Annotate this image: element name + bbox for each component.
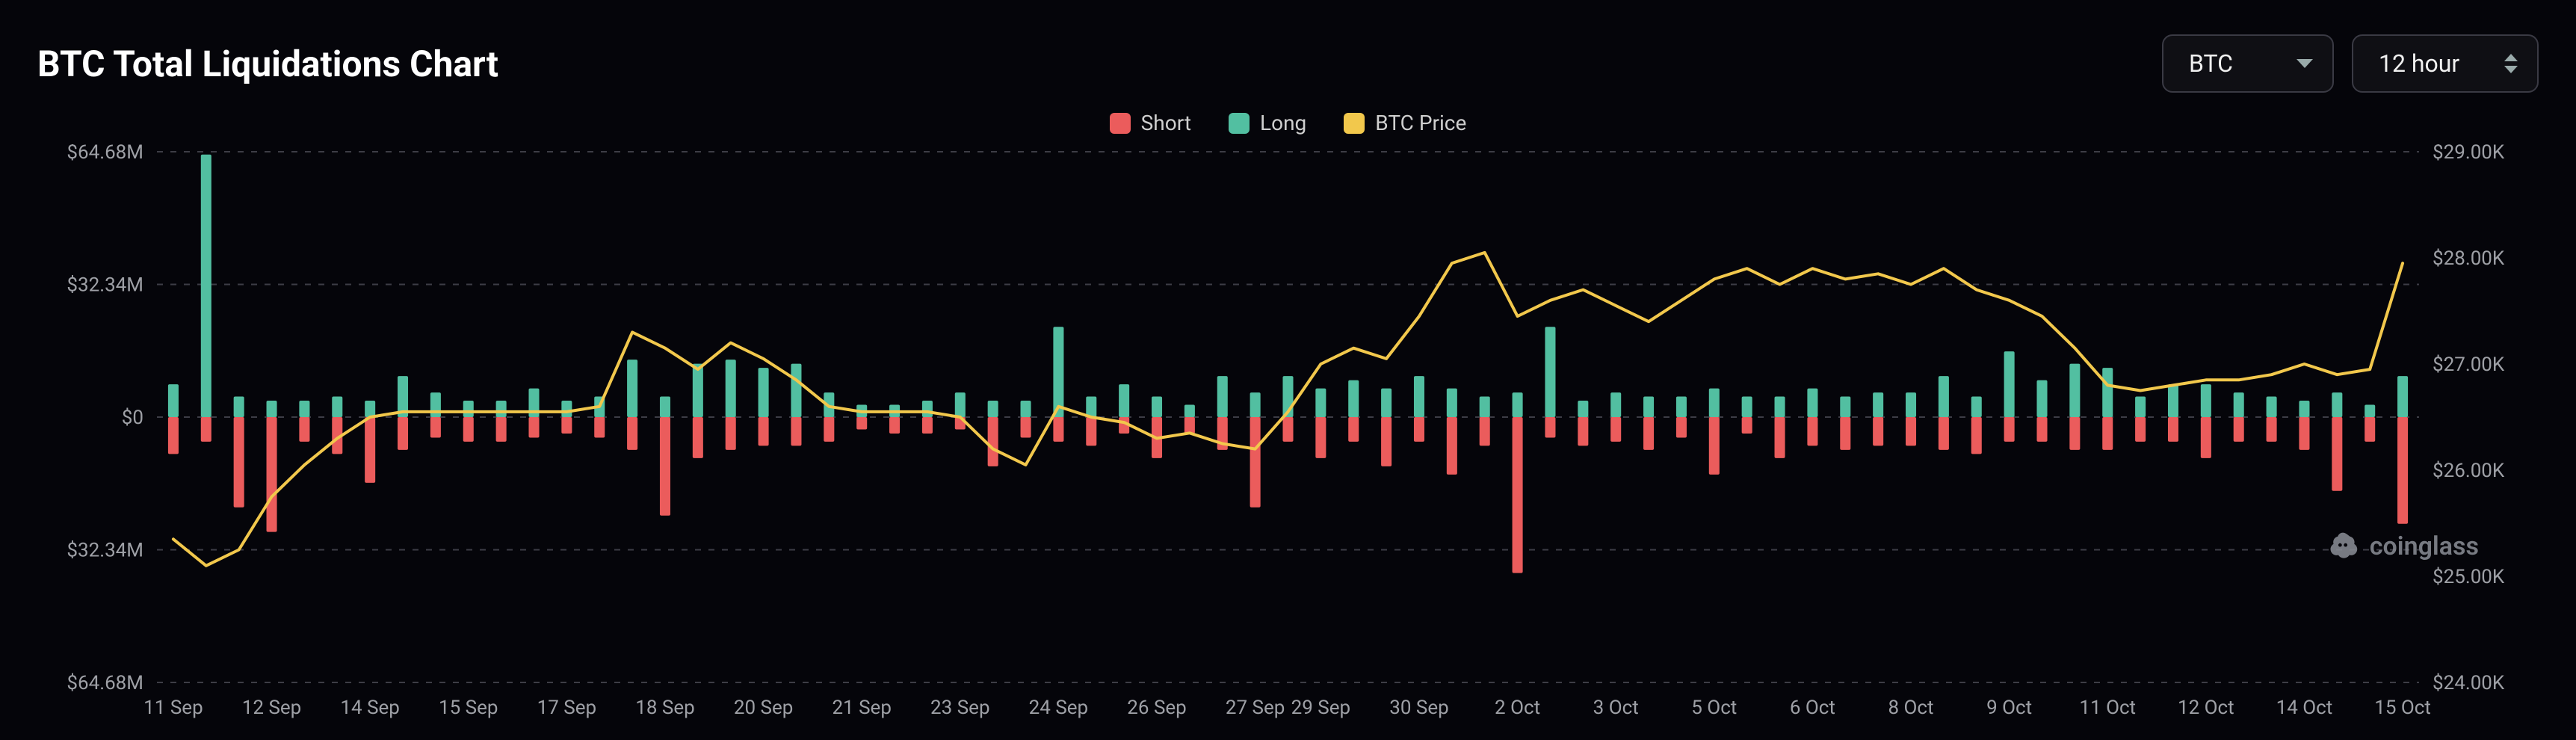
sort-icon [2504,54,2518,73]
legend-swatch-price [1344,113,1365,134]
legend-item-long[interactable]: Long [1229,111,1306,135]
svg-text:9 Oct: 9 Oct [1986,697,2032,719]
svg-text:18 Sep: 18 Sep [635,697,695,719]
legend-label-short: Short [1141,111,1191,135]
svg-text:$25.00K: $25.00K [2433,566,2505,588]
svg-text:$0: $0 [122,407,143,429]
svg-text:$26.00K: $26.00K [2433,460,2505,482]
svg-text:24 Sep: 24 Sep [1029,697,1089,719]
legend-label-long: Long [1260,111,1306,135]
svg-text:27 Sep: 27 Sep [1226,697,1285,719]
asset-select-value: BTC [2189,49,2233,78]
interval-select[interactable]: 12 hour [2352,34,2539,93]
svg-text:14 Sep: 14 Sep [340,697,400,719]
legend-item-price[interactable]: BTC Price [1344,111,1466,135]
svg-text:26 Sep: 26 Sep [1127,697,1187,719]
svg-text:15 Oct: 15 Oct [2374,697,2431,719]
chevron-down-icon [2297,59,2313,68]
svg-text:5 Oct: 5 Oct [1691,697,1737,719]
legend-swatch-long [1229,113,1250,134]
watermark-text: coinglass [2370,531,2479,561]
svg-text:23 Sep: 23 Sep [930,697,990,719]
svg-text:$64.68M: $64.68M [67,144,143,164]
svg-text:11 Oct: 11 Oct [2079,697,2136,719]
svg-text:12 Oct: 12 Oct [2178,697,2234,719]
svg-text:8 Oct: 8 Oct [1888,697,1933,719]
svg-text:$32.34M: $32.34M [67,274,143,297]
controls: BTC 12 hour [2162,34,2539,93]
page-title: BTC Total Liquidations Chart [37,43,498,85]
liquidations-chart-panel: BTC Total Liquidations Chart BTC 12 hour… [0,0,2576,740]
chart-svg: $64.68M $32.34M $0 $32.34M $64.68M $29.00K $28… [37,144,2539,727]
svg-text:17 Sep: 17 Sep [537,697,597,719]
svg-text:6 Oct: 6 Oct [1790,697,1835,719]
svg-text:11 Sep: 11 Sep [143,697,203,719]
svg-text:$24.00K: $24.00K [2433,672,2505,694]
svg-text:30 Sep: 30 Sep [1389,697,1449,719]
svg-text:$27.00K: $27.00K [2433,354,2505,376]
svg-text:$32.34M: $32.34M [67,540,143,562]
legend-label-price: BTC Price [1375,111,1466,135]
legend: Short Long BTC Price [37,111,2539,135]
coinglass-logo-icon [2326,530,2359,563]
svg-text:3 Oct: 3 Oct [1593,697,1639,719]
svg-text:$28.00K: $28.00K [2433,247,2505,270]
svg-text:29 Sep: 29 Sep [1291,697,1351,719]
interval-select-value: 12 hour [2379,49,2459,78]
svg-text:$29.00K: $29.00K [2433,144,2505,164]
legend-item-short[interactable]: Short [1110,111,1191,135]
svg-text:14 Oct: 14 Oct [2276,697,2333,719]
svg-text:15 Sep: 15 Sep [439,697,498,719]
watermark: coinglass [2326,530,2479,563]
svg-text:21 Sep: 21 Sep [832,697,892,719]
svg-text:2 Oct: 2 Oct [1495,697,1540,719]
legend-swatch-short [1110,113,1131,134]
asset-select[interactable]: BTC [2162,34,2334,93]
chart-area: $64.68M $32.34M $0 $32.34M $64.68M $29.00K $28… [37,144,2539,727]
svg-text:$64.68M: $64.68M [67,672,143,694]
svg-text:20 Sep: 20 Sep [734,697,794,719]
header: BTC Total Liquidations Chart BTC 12 hour [37,30,2539,97]
svg-text:12 Sep: 12 Sep [242,697,302,719]
